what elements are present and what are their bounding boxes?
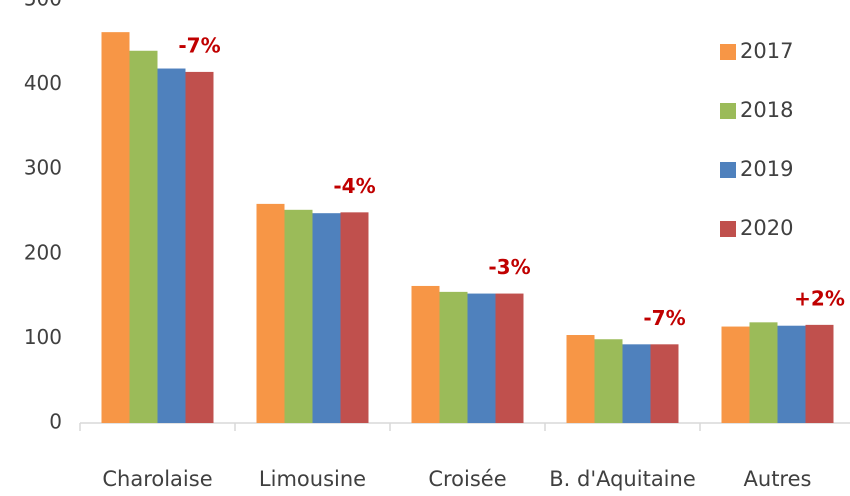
bar xyxy=(185,71,214,423)
legend-label: 2020 xyxy=(740,216,793,240)
annotation: -7% xyxy=(178,33,220,57)
x-tick-label: Croisée xyxy=(428,467,506,491)
bar xyxy=(439,291,468,423)
x-tick-label: Charolaise xyxy=(102,467,212,491)
y-tick-label: 0 xyxy=(49,410,62,434)
bar xyxy=(467,293,496,423)
x-tick-label: B. d'Aquitaine xyxy=(549,467,696,491)
bar xyxy=(284,209,313,423)
bar xyxy=(340,212,369,423)
legend-swatch xyxy=(720,221,736,237)
bar xyxy=(721,326,750,423)
legend-label: 2019 xyxy=(740,157,793,181)
bar xyxy=(312,213,341,423)
bar xyxy=(566,335,595,423)
y-tick-label: 500 xyxy=(24,0,62,11)
bar xyxy=(622,344,651,423)
legend-swatch xyxy=(720,162,736,178)
bar xyxy=(749,322,778,423)
annotation: +2% xyxy=(794,286,845,310)
bar xyxy=(495,293,524,423)
bar xyxy=(805,324,834,423)
annotation: -3% xyxy=(488,255,530,279)
bar xyxy=(650,344,679,423)
bar xyxy=(594,339,623,423)
bar xyxy=(256,203,285,423)
y-tick-label: 200 xyxy=(24,240,62,264)
y-tick-label: 100 xyxy=(24,325,62,349)
y-tick-label: 300 xyxy=(24,156,62,180)
bar xyxy=(157,68,186,423)
legend-label: 2017 xyxy=(740,39,793,63)
legend-swatch xyxy=(720,44,736,60)
x-tick-label: Limousine xyxy=(259,467,366,491)
legend-label: 2018 xyxy=(740,98,793,122)
bar xyxy=(411,285,440,423)
bar xyxy=(129,50,158,423)
y-tick-label: 400 xyxy=(24,71,62,95)
bar xyxy=(101,32,130,423)
bar xyxy=(777,325,806,423)
legend-swatch xyxy=(720,103,736,119)
annotation: -4% xyxy=(333,174,375,198)
x-tick-label: Autres xyxy=(744,467,812,491)
annotation: -7% xyxy=(643,306,685,330)
